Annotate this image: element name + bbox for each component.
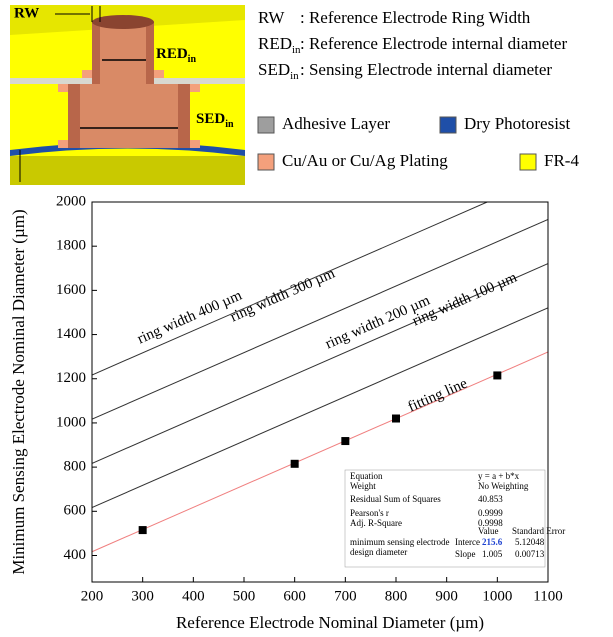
fit-param-label-2: design diameter [350,547,407,557]
red-label-main: RED [156,46,188,62]
fit-key: Equation [350,471,383,481]
y-tick-label: 1200 [56,370,86,386]
red-label-sub: in [188,54,197,65]
legend-label: Cu/Au or Cu/Ag Plating [282,151,448,170]
fit-param-name: Interce [455,537,480,547]
symbol-sub: in [290,70,299,82]
plating [190,84,200,92]
fit-key: Weight [350,481,376,491]
y-tick-label: 1000 [56,414,86,430]
x-tick-label: 1100 [533,588,562,604]
fit-param-error: 0.00713 [515,549,545,559]
y-tick-label: 800 [64,459,87,475]
fit-param-label: minimum sensing electrode [350,537,449,547]
symbol-main: SED [258,60,290,79]
cross-section-illustration: RW REDin SEDin [10,5,245,185]
data-point [139,526,147,534]
definitions: RW: Reference Electrode Ring WidthREDin:… [258,8,567,82]
legend-swatch [258,154,274,170]
plating [82,70,92,78]
fit-param-value: 215.6 [482,537,503,547]
legend-label: FR-4 [544,151,579,170]
fit-value: No Weighting [478,481,529,491]
definition-text: : Reference Electrode internal diameter [300,34,567,53]
legend-swatch [520,154,536,170]
definition-symbol: RW [258,8,285,27]
data-point [493,371,501,379]
fit-key: Residual Sum of Squares [350,494,441,504]
x-tick-label: 900 [435,588,458,604]
upper-bore-inner [100,22,146,84]
data-point [291,460,299,468]
definition-text: : Sensing Electrode internal diameter [300,60,552,79]
definition-symbol: SEDin [258,60,299,82]
y-tick-label: 400 [64,547,87,563]
y-tick-label: 600 [64,503,87,519]
fit-param-error: 5.12048 [515,537,545,547]
series-line [92,219,548,419]
material-legend: Adhesive Layer Dry Photoresist Cu/Au or Cu… [258,114,579,170]
line-annotation: ring width 400 µm [135,287,245,347]
definition-symbol: REDin [258,34,301,56]
legend-label: Adhesive Layer [282,114,390,133]
fit-value: 0.9999 [478,508,503,518]
fit-key: Pearson's r [350,508,389,518]
sed-label-sub: in [225,119,234,130]
legend-label: Dry Photoresist [464,114,571,133]
y-tick-label: 1600 [56,282,86,298]
fit-value: y = a + b*x [478,471,520,481]
fit-header: Standard Error [512,526,565,536]
fit-key: Adj. R-Square [350,518,402,528]
definition-text: : Reference Electrode Ring Width [300,8,531,27]
x-tick-label: 200 [81,588,104,604]
x-tick-label: 400 [182,588,205,604]
rw-label: RW [14,5,39,21]
plating [58,84,68,92]
x-tick-label: 600 [283,588,306,604]
symbol-main: RED [258,34,292,53]
x-tick-label: 500 [233,588,256,604]
x-axis-title: Reference Electrode Nominal Diameter (µm… [176,613,484,632]
board-bottom [10,156,245,185]
legend-swatch [258,117,274,133]
y-tick-label: 1400 [56,326,86,342]
legend-swatch [440,117,456,133]
x-tick-label: 1000 [482,588,512,604]
fit-param-value: 1.005 [482,549,503,559]
page: RW REDin SEDin RW: Reference Electrode R… [0,0,613,637]
y-tick-label: 1800 [56,238,86,254]
sed-label-main: SED [196,111,225,127]
line-annotation: fitting line [406,375,470,415]
y-tick-label: 2000 [56,193,86,209]
x-tick-label: 700 [334,588,357,604]
x-tick-label: 300 [131,588,154,604]
lower-bore-inner [80,84,178,148]
fit-param-name: Slope [455,549,476,559]
plating [190,140,200,148]
line-annotation: ring width 300 µm [228,265,338,325]
data-point [392,415,400,423]
plating [58,140,68,148]
data-point [341,437,349,445]
bore-top [92,15,154,29]
y-axis-title: Minimum Sensing Electrode Nominal Diamet… [9,209,28,574]
chart: Reference Electrode Nominal Diameter (µm… [9,193,565,631]
plating [154,70,164,78]
fit-value: 40.853 [478,494,503,504]
symbol-main: RW [258,8,285,27]
x-tick-label: 800 [385,588,408,604]
fit-header: Value [478,526,499,536]
